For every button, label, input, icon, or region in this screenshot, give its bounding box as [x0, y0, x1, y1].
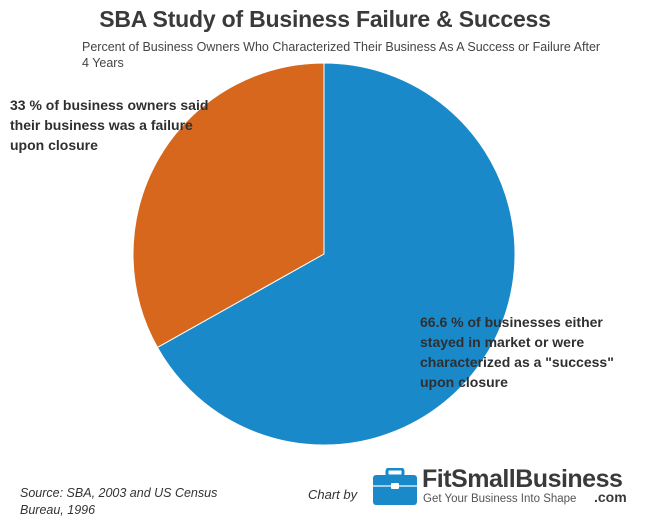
slice-label-failure: 33 % of business owners said their busin… [10, 97, 209, 153]
slice-label-success: 66.6 % of businesses either stayed in ma… [420, 314, 614, 390]
brand-tagline: Get Your Business Into Shape [423, 493, 577, 505]
brand-name: FitSmallBusiness [422, 465, 623, 493]
brand-logo: FitSmallBusiness Get Your Business Into … [372, 465, 642, 510]
briefcase-icon [373, 468, 417, 505]
brand-tld: .com [594, 489, 627, 505]
pie-slice-failure [132, 62, 325, 349]
source-note: Source: SBA, 2003 and US Census Bureau, … [20, 486, 218, 517]
chart-title: SBA Study of Business Failure & Success [99, 6, 551, 32]
chart-subtitle: Percent of Business Owners Who Character… [82, 40, 601, 70]
pie-slice-success [156, 62, 516, 446]
chart-by-text: Chart by [308, 487, 358, 502]
